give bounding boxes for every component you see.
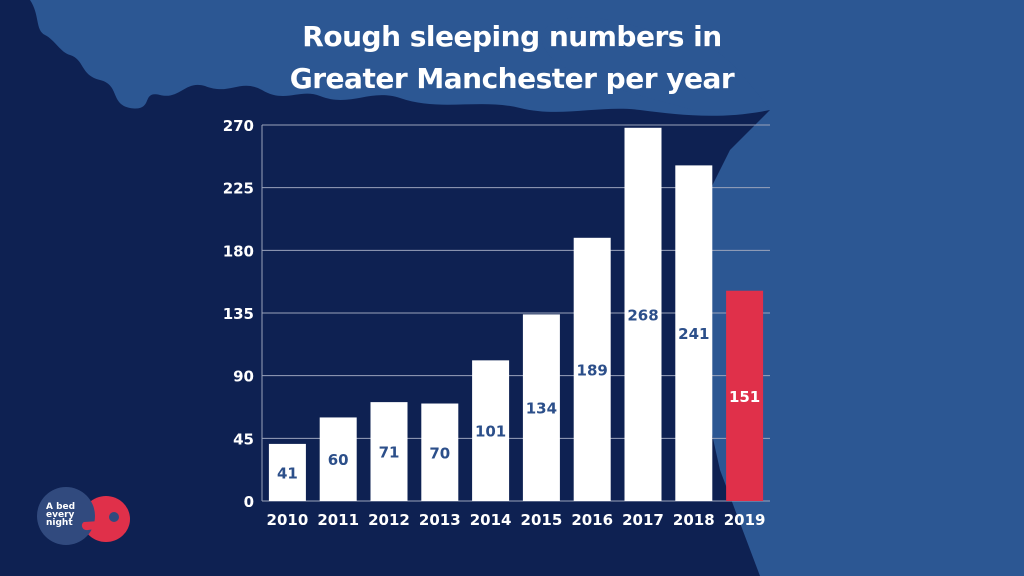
x-tick-label: 2013 — [419, 511, 461, 529]
y-tick-label: 270 — [223, 117, 254, 135]
bars — [268, 127, 764, 502]
y-tick-label: 90 — [233, 368, 254, 386]
data-labels: 41 60 71 70 101 134 189 268 241 151 — [277, 306, 760, 482]
data-label-2018: 241 — [678, 325, 709, 343]
logo-text: A bed every night — [46, 502, 76, 528]
background-light-region — [30, 0, 1024, 576]
bar-2018 — [675, 165, 713, 501]
x-tick-label: 2017 — [622, 511, 664, 529]
data-label-2010: 41 — [277, 464, 298, 482]
bar-2011 — [319, 417, 357, 501]
logo-text-line-2: every — [46, 510, 75, 520]
data-label-2015: 134 — [526, 400, 557, 418]
data-label-2011: 60 — [328, 451, 349, 469]
logo-circle — [37, 487, 95, 545]
bar-2014 — [472, 360, 510, 501]
chart-title-line-2: Greater Manchester per year — [289, 62, 735, 95]
x-tick-label: 2016 — [571, 511, 613, 529]
y-tick-label: 135 — [223, 305, 254, 323]
x-tick-label: 2014 — [470, 511, 512, 529]
data-label-2019: 151 — [729, 388, 760, 406]
data-label-2016: 189 — [577, 361, 608, 379]
data-label-2013: 70 — [429, 444, 450, 462]
logo-head-icon — [109, 512, 119, 522]
chart-title-line-1: Rough sleeping numbers in — [302, 20, 722, 53]
bar-2017 — [624, 127, 662, 501]
logo-text-line-3: night — [46, 518, 73, 528]
y-tick-label: 0 — [244, 493, 254, 511]
y-tick-label: 180 — [223, 242, 254, 260]
bar-2010 — [268, 443, 306, 501]
x-axis-ticks: 2010 2011 2012 2013 2014 2015 2016 2017 2018 2019 — [267, 511, 766, 529]
y-axis-ticks: 0 45 90 135 180 225 270 — [223, 117, 254, 511]
bar-2013 — [421, 403, 459, 501]
x-tick-label: 2018 — [673, 511, 715, 529]
bar-2016 — [573, 237, 611, 502]
y-tick-label: 45 — [233, 430, 254, 448]
a-bed-every-night-logo — [37, 487, 130, 545]
x-tick-label: 2015 — [521, 511, 563, 529]
bar-2019 — [726, 290, 764, 501]
bar-2012 — [370, 402, 408, 501]
logo-accent-shape — [82, 496, 130, 542]
logo-text-line-1: A bed — [46, 502, 76, 512]
x-tick-label: 2019 — [724, 511, 766, 529]
x-tick-label: 2011 — [317, 511, 359, 529]
bar-2015 — [522, 314, 560, 501]
y-tick-label: 225 — [223, 180, 254, 198]
data-label-2014: 101 — [475, 423, 506, 441]
x-tick-label: 2012 — [368, 511, 410, 529]
data-label-2012: 71 — [379, 444, 400, 462]
data-label-2017: 268 — [627, 306, 658, 324]
background-light-blob — [541, 17, 770, 112]
logo-bed-figure-icon — [81, 520, 121, 531]
x-tick-label: 2010 — [267, 511, 309, 529]
